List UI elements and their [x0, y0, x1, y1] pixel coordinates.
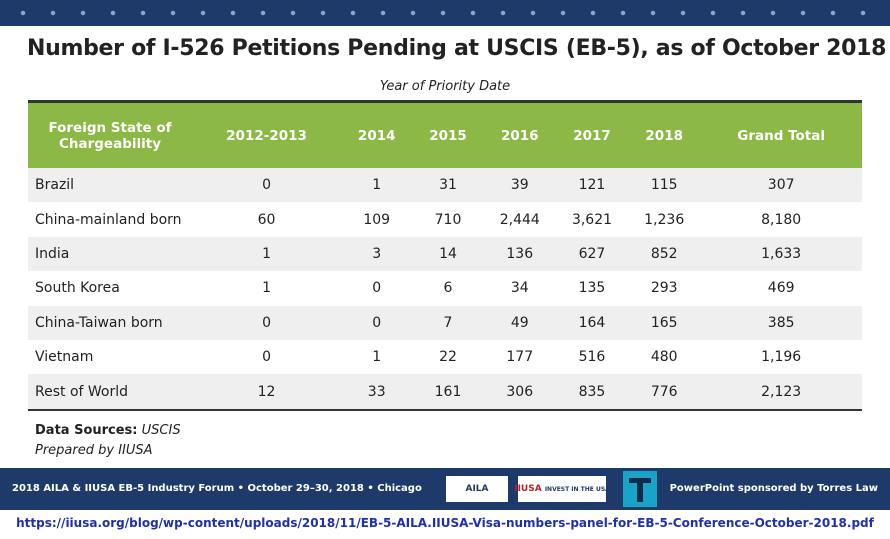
- prepared-by: Prepared by IIUSA: [35, 443, 153, 458]
- count-cell: 2,444: [499, 211, 540, 228]
- count-cell: 710: [434, 211, 462, 228]
- banner: [0, 0, 890, 26]
- country-cell: China-mainland born: [35, 211, 182, 228]
- logo-text: IIUSA: [514, 484, 542, 494]
- source-line: Data Sources: USCIS: [35, 421, 181, 441]
- header-row: Foreign State of Chargeability 2012-2013 2…: [28, 101, 862, 168]
- count-cell: 1,196: [761, 349, 802, 366]
- torres-logo: [623, 471, 657, 507]
- count-cell: 480: [650, 349, 678, 366]
- count-cell: 164: [578, 314, 606, 331]
- count-cell: 177: [506, 349, 534, 366]
- country-cell: Vietnam: [35, 349, 94, 366]
- count-cell: 6: [443, 280, 453, 297]
- count-cell: 12: [257, 383, 276, 400]
- count-cell: 0: [262, 177, 271, 194]
- header-cell: 2014: [357, 127, 396, 144]
- table-row: Vietnam 0 1 22 177 516 480 1,196: [28, 340, 862, 374]
- header-cell: Grand Total: [737, 127, 826, 144]
- count-cell: 135: [578, 280, 606, 297]
- count-cell: 31: [439, 177, 457, 194]
- table-row: Brazil 0 1 31 39 121 115 307: [28, 168, 862, 203]
- source-label: Data Sources:: [35, 423, 138, 438]
- aila-logo: AILA: [446, 476, 508, 502]
- country-cell: Rest of World: [35, 383, 129, 400]
- count-cell: 33: [367, 383, 386, 400]
- count-cell: 1,236: [644, 211, 685, 228]
- table-row: Rest of World 12 33 161 306 835 776 2,123: [28, 374, 862, 410]
- country-cell: South Korea: [35, 280, 120, 297]
- table-body: Brazil 0 1 31 39 121 115 307 China-mainland born…: [28, 168, 862, 410]
- count-cell: 3,621: [571, 211, 613, 228]
- count-cell: 49: [510, 314, 529, 331]
- count-cell: 3: [372, 245, 382, 262]
- count-cell: 8,180: [761, 211, 802, 228]
- iiusa-logo: IIUSA INVEST IN THE USA: [514, 476, 610, 502]
- count-cell: 121: [578, 177, 606, 194]
- country-cell: India: [35, 245, 70, 262]
- header-cell: 2016: [500, 127, 539, 144]
- count-cell: 0: [262, 314, 271, 331]
- country-cell: China-Taiwan born: [35, 314, 163, 331]
- count-cell: 469: [767, 280, 795, 297]
- count-cell: 136: [506, 245, 534, 262]
- count-cell: 22: [439, 349, 457, 366]
- count-cell: 1: [262, 280, 271, 297]
- count-cell: 627: [578, 245, 606, 262]
- logo-text: AILA: [465, 484, 489, 494]
- petitions-table: Foreign State of Chargeability 2012-2013 2…: [28, 100, 862, 411]
- header-cell: 2015: [429, 127, 467, 144]
- count-cell: 1: [262, 245, 271, 262]
- table-row: China-Taiwan born 0 0 7 49 164 165 385: [28, 305, 862, 340]
- count-cell: 776: [650, 383, 678, 400]
- count-cell: 307: [767, 177, 795, 194]
- count-cell: 0: [372, 280, 382, 297]
- source-url: https://iiusa.org/blog/wp-content/upload…: [16, 516, 874, 530]
- footer: 2018 AILA & IIUSA EB-5 Industry Forum • …: [0, 468, 890, 510]
- count-cell: 852: [650, 245, 678, 262]
- sources: Data Sources: USCIS Prepared by IIUSA: [35, 421, 181, 461]
- country-cell: Brazil: [35, 177, 75, 194]
- count-cell: 835: [578, 383, 606, 400]
- logo-tag: INVEST IN THE USA: [544, 485, 610, 493]
- table-row: China-mainland born 60 109 710 2,444 3,621 1,2…: [28, 202, 862, 236]
- header-cell: Foreign State of Chargeability: [48, 119, 172, 152]
- count-cell: 2,123: [761, 383, 802, 400]
- table-header: Foreign State of Chargeability 2012-2013 2…: [28, 101, 862, 168]
- count-cell: 34: [510, 280, 529, 297]
- count-cell: 516: [578, 349, 606, 366]
- count-cell: 385: [767, 314, 795, 331]
- prepared-line: Prepared by IIUSA: [35, 441, 181, 461]
- count-cell: 165: [650, 314, 678, 331]
- title: Number of I-526 Petitions Pending at USC…: [27, 36, 887, 61]
- count-cell: 109: [363, 211, 391, 228]
- count-cell: 1,633: [761, 245, 802, 262]
- count-cell: 293: [650, 280, 678, 297]
- table-row: South Korea 1 0 6 34 135 293 469: [28, 271, 862, 305]
- count-cell: 7: [443, 314, 453, 331]
- header-cell: 2018: [645, 127, 683, 144]
- count-cell: 0: [262, 349, 271, 366]
- count-cell: 14: [439, 245, 457, 262]
- count-cell: 1: [372, 177, 382, 194]
- count-cell: 0: [372, 314, 382, 331]
- count-cell: 161: [434, 383, 462, 400]
- header-cell: 2012-2013: [226, 127, 307, 144]
- event-text: 2018 AILA & IIUSA EB-5 Industry Forum • …: [12, 483, 422, 494]
- count-cell: 39: [510, 177, 529, 194]
- header-cell: 2017: [573, 127, 611, 144]
- table-row: India 1 3 14 136 627 852 1,633: [28, 236, 862, 272]
- count-cell: 60: [257, 211, 276, 228]
- source: USCIS: [141, 423, 181, 438]
- count-cell: 1: [372, 349, 382, 366]
- table-caption: Year of Priority Date: [379, 79, 511, 94]
- count-cell: 115: [650, 177, 678, 194]
- sponsor-text: PowerPoint sponsored by Torres Law: [669, 483, 878, 494]
- count-cell: 306: [506, 383, 534, 400]
